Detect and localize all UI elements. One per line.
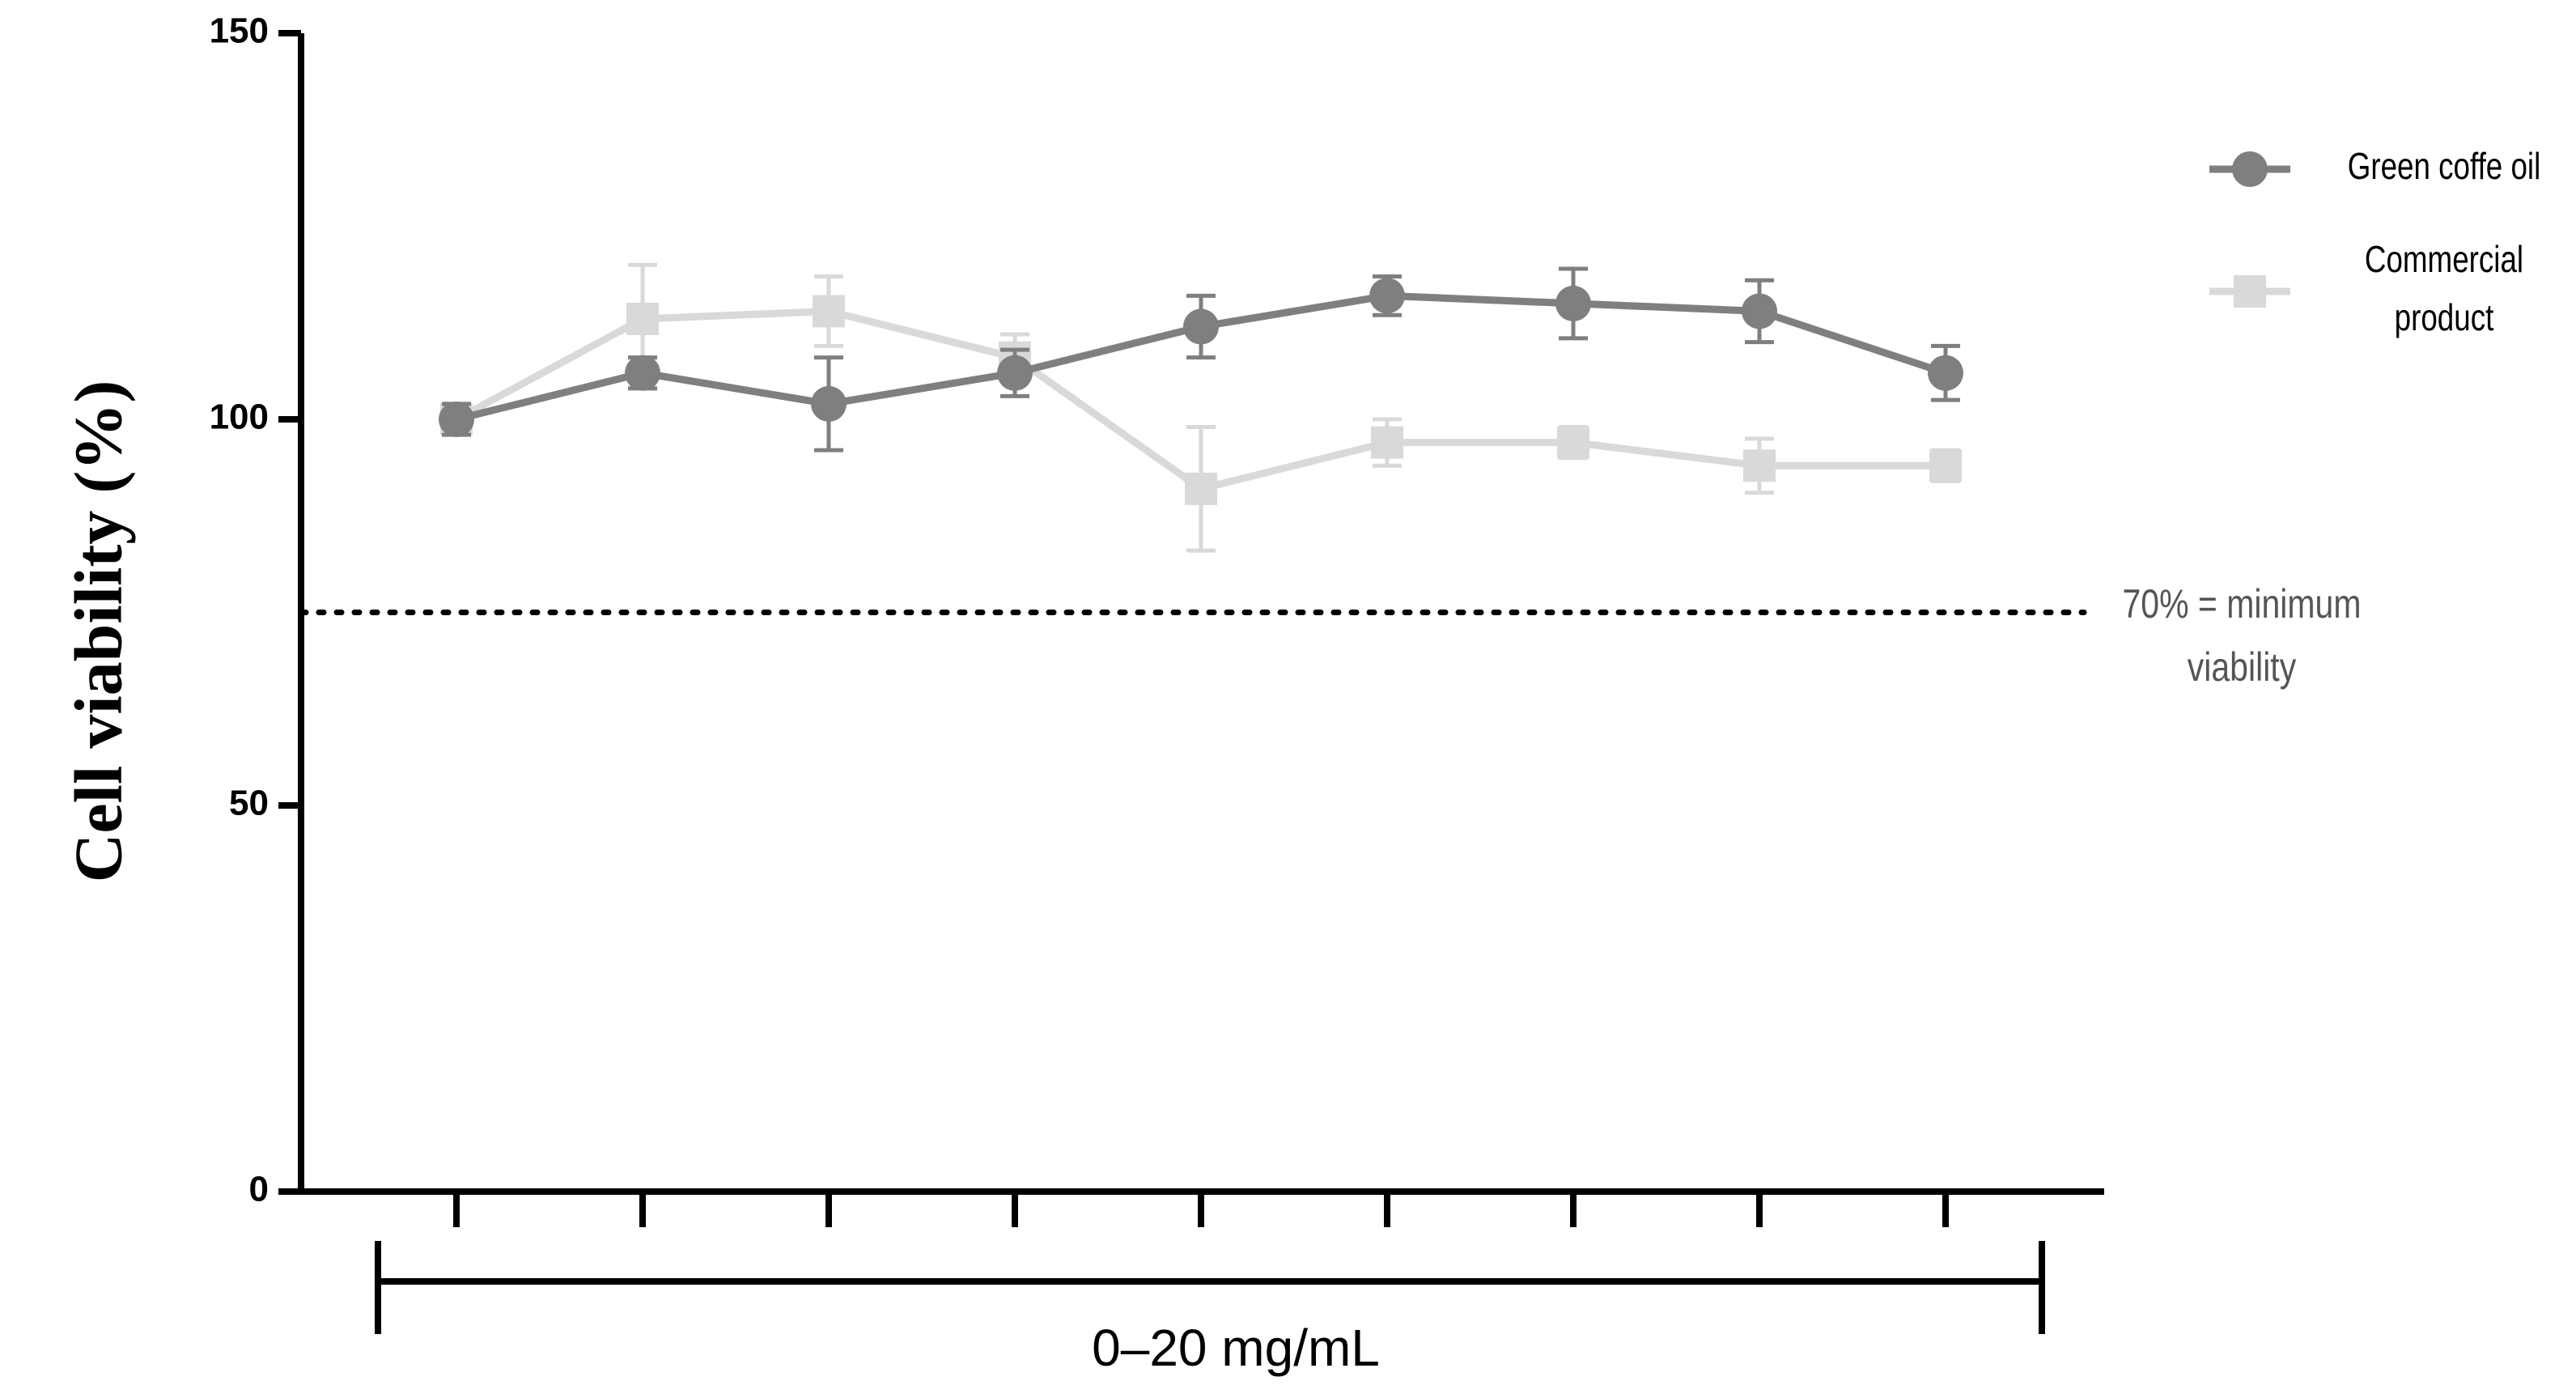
legend-label: Green coffe oil bbox=[2348, 145, 2541, 187]
marker bbox=[625, 355, 660, 391]
marker bbox=[813, 295, 845, 328]
marker bbox=[1929, 449, 1962, 482]
marker bbox=[1371, 426, 1403, 459]
threshold-label: viability bbox=[2188, 644, 2297, 690]
marker bbox=[439, 402, 474, 437]
legend-marker bbox=[2234, 275, 2266, 308]
y-tick-label: 50 bbox=[229, 784, 269, 823]
marker bbox=[1743, 449, 1776, 482]
marker bbox=[626, 302, 659, 335]
y-tick-label: 0 bbox=[249, 1170, 269, 1209]
marker bbox=[811, 385, 847, 422]
marker bbox=[1183, 308, 1219, 345]
y-tick-label: 150 bbox=[210, 11, 269, 51]
threshold-label: 70% = minimum bbox=[2122, 581, 2361, 627]
legend-marker bbox=[2232, 151, 2268, 187]
marker bbox=[1928, 355, 1963, 391]
marker bbox=[1557, 426, 1589, 459]
y-tick-label: 100 bbox=[210, 397, 269, 437]
legend-label: Commercial product bbox=[2365, 238, 2523, 338]
marker bbox=[997, 355, 1033, 391]
marker bbox=[1555, 285, 1591, 321]
y-axis-title: Cell viability (%) bbox=[61, 380, 136, 883]
marker bbox=[1369, 278, 1405, 314]
marker bbox=[1742, 293, 1777, 329]
x-axis-title: 0–20 mg/mL bbox=[1092, 1319, 1380, 1377]
marker bbox=[1185, 472, 1217, 505]
